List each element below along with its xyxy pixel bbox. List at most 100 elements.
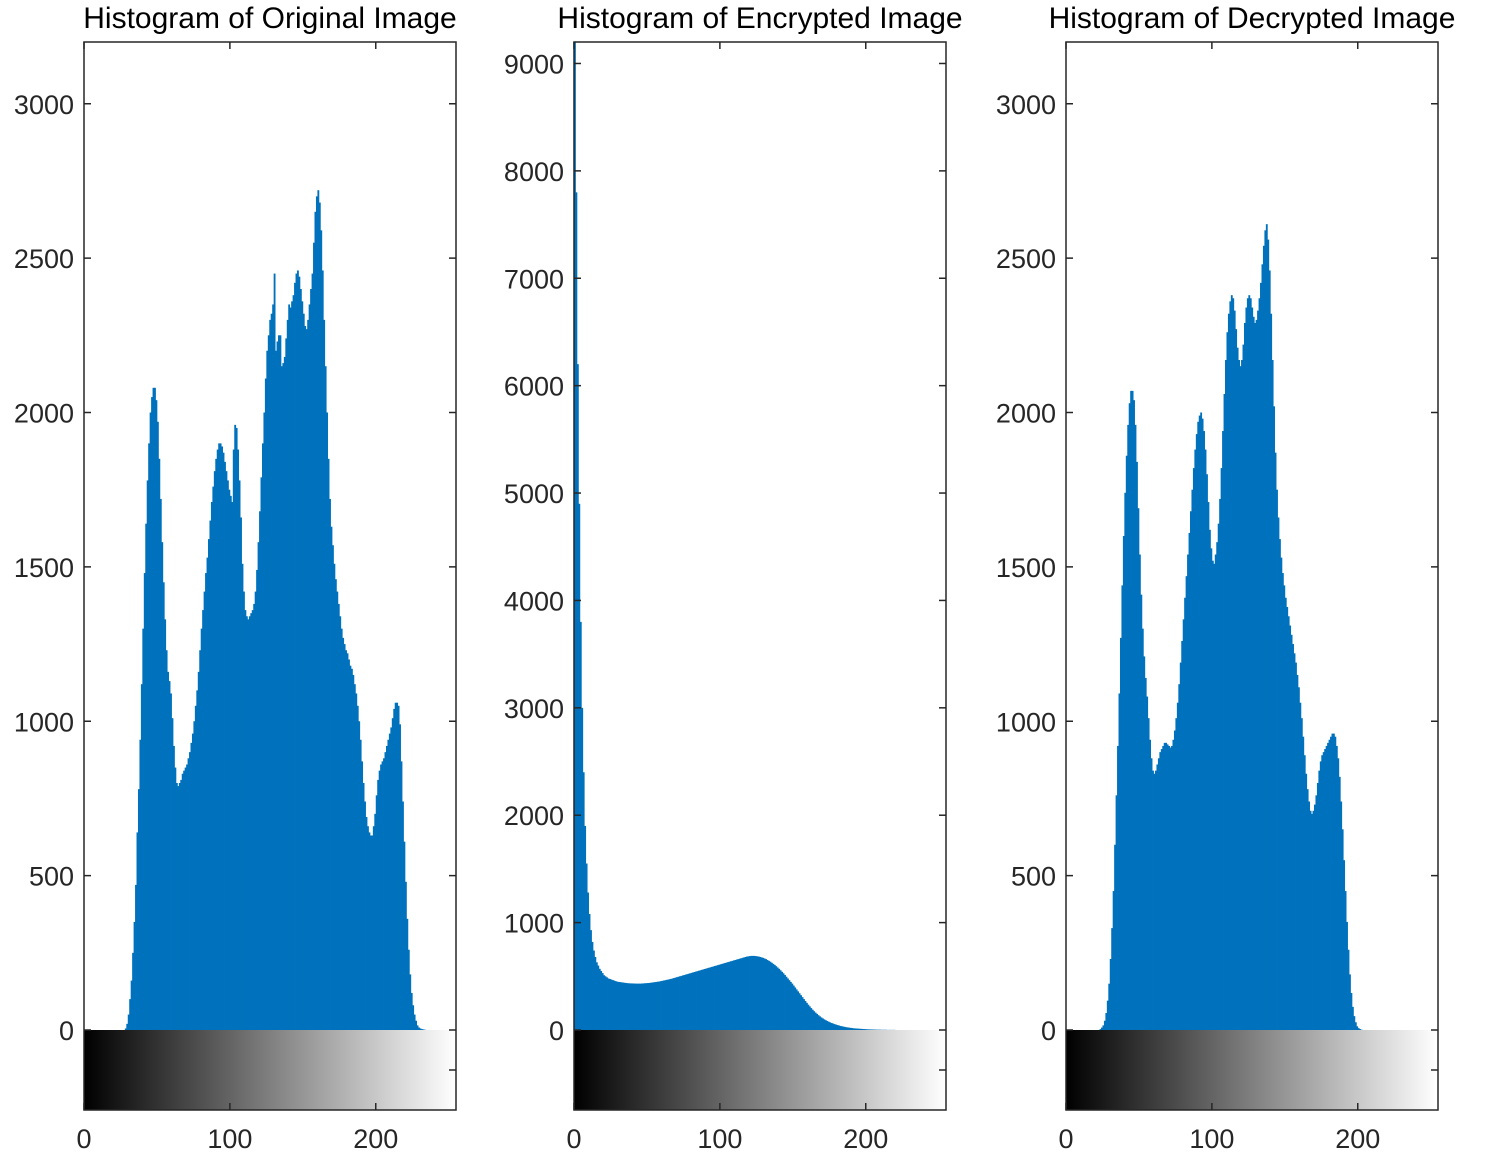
histogram-bar xyxy=(356,705,359,1030)
histogram-bar xyxy=(835,1024,837,1030)
histogram-bar xyxy=(617,981,620,1030)
histogram-bar xyxy=(1249,298,1252,1030)
histogram-bar xyxy=(263,412,266,1030)
histogram-bar xyxy=(420,1029,423,1030)
histogram-bar xyxy=(1131,390,1134,1030)
histogram-bar xyxy=(1325,745,1328,1030)
histogram-bar xyxy=(606,977,608,1030)
histogram-bar xyxy=(129,999,132,1031)
histogram-bar xyxy=(1273,406,1276,1031)
histogram-bar xyxy=(587,892,589,1030)
histogram-bar xyxy=(359,739,362,1030)
histogram-bar xyxy=(1271,360,1274,1030)
histogram-bar xyxy=(1208,529,1211,1030)
histogram-bar xyxy=(146,480,149,1030)
y-tick-label: 3000 xyxy=(996,90,1056,120)
histogram-bar xyxy=(361,761,364,1030)
histogram-bar xyxy=(203,591,206,1030)
histogram-bar xyxy=(779,970,782,1030)
histogram-bar xyxy=(372,826,375,1030)
histogram-bar xyxy=(843,1026,846,1030)
histogram-bar xyxy=(1337,758,1340,1030)
histogram-bar xyxy=(1331,733,1334,1030)
histogram-bar xyxy=(614,981,617,1030)
histogram-bar xyxy=(238,480,241,1030)
histogram-bar xyxy=(384,752,387,1031)
histogram-bar xyxy=(189,752,191,1031)
histogram-bar xyxy=(302,313,305,1030)
histogram-bar xyxy=(1128,403,1131,1030)
histogram-bar xyxy=(1152,770,1154,1030)
histogram-bar xyxy=(776,967,779,1030)
histogram-bar xyxy=(197,671,200,1030)
histogram-bar xyxy=(613,980,616,1030)
bar-series xyxy=(574,42,896,1031)
histogram-bar xyxy=(620,982,623,1030)
histogram-bar xyxy=(226,480,229,1030)
histogram-bar xyxy=(154,387,156,1030)
histogram-bar xyxy=(597,965,600,1030)
histogram-bar xyxy=(827,1021,830,1030)
histogram-bar xyxy=(762,957,765,1030)
histogram-bar xyxy=(826,1020,829,1030)
histogram-bar xyxy=(247,619,250,1030)
histogram-bar xyxy=(235,427,238,1030)
histogram-bar xyxy=(1322,752,1325,1031)
histogram-bar xyxy=(1318,770,1321,1030)
histogram-bar xyxy=(591,941,594,1030)
histogram-bar xyxy=(270,313,273,1030)
histogram-bar xyxy=(1147,718,1150,1030)
histogram-bar xyxy=(803,999,805,1030)
histogram-bar xyxy=(159,498,162,1030)
histogram-bar xyxy=(1306,789,1309,1030)
histogram-bar xyxy=(353,684,356,1030)
histogram-bar xyxy=(801,997,804,1030)
histogram-bar xyxy=(770,962,773,1030)
histogram-bar xyxy=(775,966,778,1030)
histogram-bar xyxy=(191,733,194,1030)
x-tick-label: 0 xyxy=(566,1124,581,1154)
histogram-bar xyxy=(1099,1029,1102,1030)
x-tick-label: 200 xyxy=(843,1124,888,1154)
histogram-bar xyxy=(1245,307,1248,1030)
histogram-bar xyxy=(413,1014,416,1030)
histogram-bar xyxy=(604,976,607,1030)
histogram-bar xyxy=(813,1011,816,1030)
axes-frame xyxy=(83,41,457,1111)
histogram-bar xyxy=(279,335,282,1030)
histogram-bar xyxy=(383,758,385,1030)
histogram-bar xyxy=(725,962,728,1030)
histogram-bar xyxy=(371,835,374,1030)
histogram-bar xyxy=(362,783,365,1030)
histogram-bar xyxy=(854,1028,856,1030)
histogram-bar xyxy=(1260,282,1262,1031)
histogram-bar xyxy=(1290,634,1293,1030)
histogram-bar xyxy=(349,665,352,1030)
histogram-bar xyxy=(768,960,770,1030)
histogram-bar xyxy=(1274,452,1277,1030)
histogram-bar xyxy=(1220,468,1223,1031)
histogram-bar xyxy=(367,826,369,1030)
histogram-bar xyxy=(231,502,234,1030)
histogram-bar xyxy=(311,273,314,1030)
histogram-bar xyxy=(1277,517,1280,1030)
histogram-bar xyxy=(190,742,193,1030)
histogram-bar xyxy=(1270,313,1273,1030)
histogram-bar xyxy=(1197,421,1200,1030)
histogram-bar xyxy=(148,443,151,1031)
histogram-bar xyxy=(385,745,388,1030)
histogram-bar xyxy=(820,1017,823,1030)
histogram-bar xyxy=(317,190,320,1030)
histogram-bar xyxy=(574,42,576,1030)
histogram-bar xyxy=(645,983,648,1030)
histogram-bar xyxy=(773,964,776,1030)
histogram-bar xyxy=(1280,557,1283,1030)
histogram-bar xyxy=(1236,347,1239,1030)
histogram-bar xyxy=(1201,418,1204,1030)
histogram-bar xyxy=(275,350,277,1030)
histogram-bar xyxy=(1357,1028,1360,1030)
histogram-bar xyxy=(681,975,684,1030)
histogram-bar xyxy=(797,991,800,1030)
histogram-bar xyxy=(1346,921,1348,1030)
histogram-bar xyxy=(807,1004,810,1030)
